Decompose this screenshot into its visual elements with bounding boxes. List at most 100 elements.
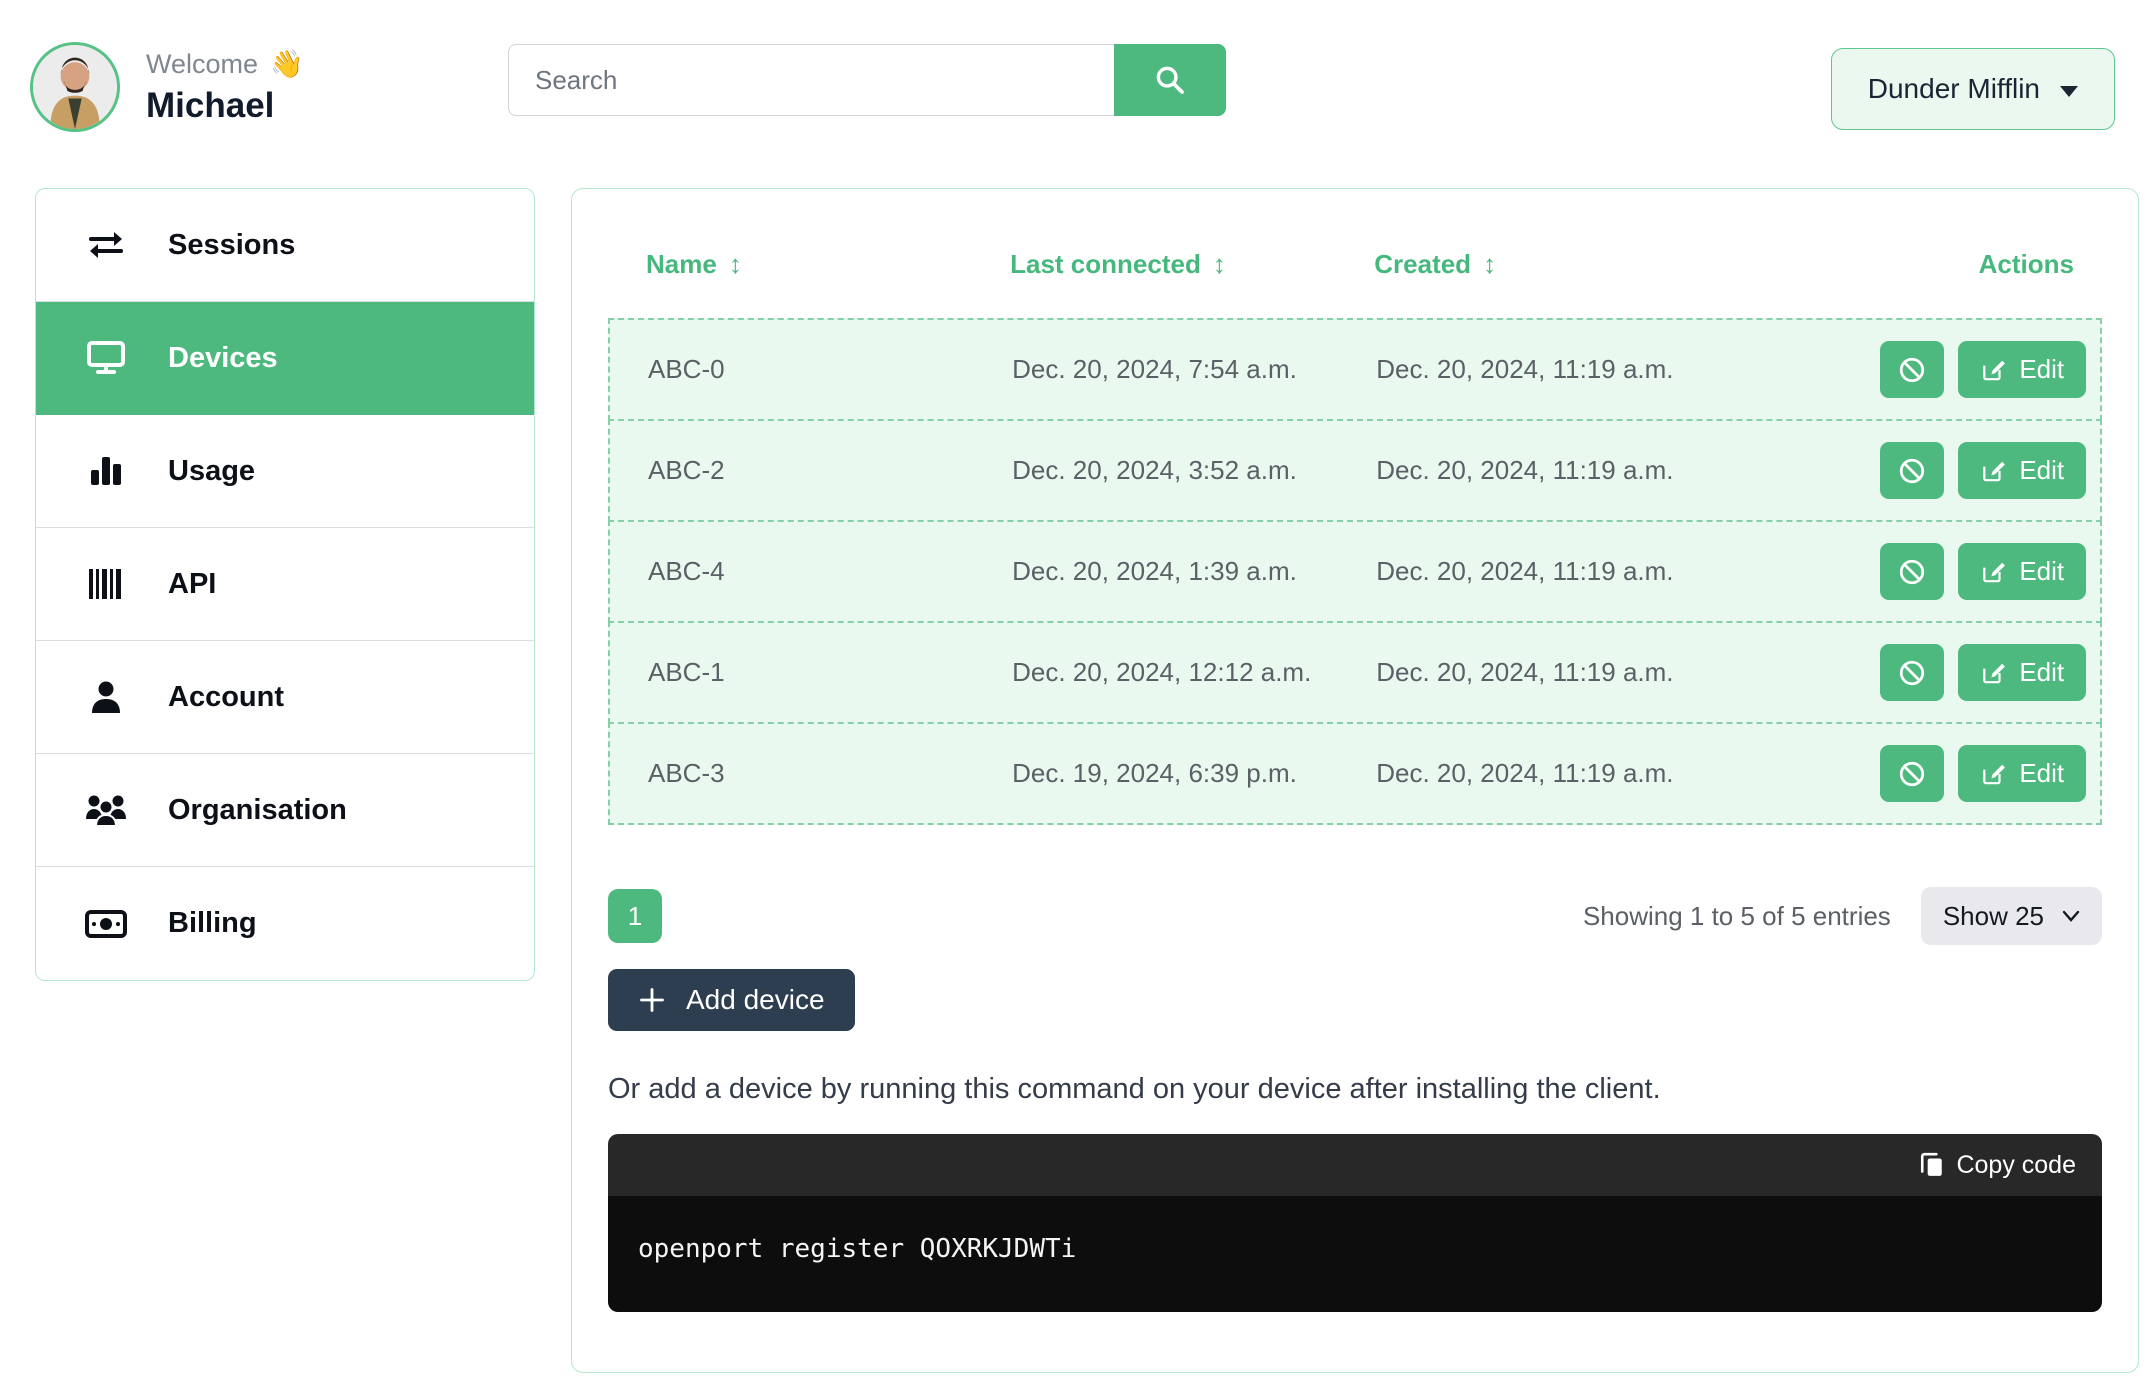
- user-block: Welcome 👋 Michael: [30, 42, 508, 132]
- cell-created: Dec. 20, 2024, 11:19 a.m.: [1376, 657, 1674, 687]
- avatar-image: [33, 45, 117, 129]
- sidebar-item-label: Billing: [168, 907, 257, 939]
- disable-device-button[interactable]: [1880, 543, 1945, 600]
- copy-code-label: Copy code: [1956, 1150, 2076, 1179]
- add-device-button[interactable]: Add device: [608, 969, 855, 1031]
- cell-actions: Edit: [1880, 341, 2087, 398]
- cell-created: Dec. 20, 2024, 11:19 a.m.: [1376, 354, 1674, 384]
- add-device-label: Add device: [686, 984, 825, 1015]
- welcome-text: Welcome: [146, 48, 259, 79]
- search-button[interactable]: [1114, 44, 1226, 116]
- table-row: ABC-2 Dec. 20, 2024, 3:52 a.m. Dec. 20, …: [608, 419, 2102, 522]
- edit-button-label: Edit: [2019, 354, 2065, 384]
- edit-pencil-icon: [1983, 663, 2006, 683]
- edit-pencil-icon: [1983, 562, 2006, 582]
- sidebar-item-account[interactable]: Account: [36, 641, 534, 754]
- bar-chart-icon: [82, 454, 130, 488]
- sidebar-item-sessions[interactable]: Sessions: [36, 189, 534, 302]
- search-input[interactable]: [508, 44, 1114, 116]
- ban-icon: [1900, 660, 1925, 685]
- greeting-block: Welcome 👋 Michael: [146, 48, 304, 126]
- table-row: ABC-4 Dec. 20, 2024, 1:39 a.m. Dec. 20, …: [608, 520, 2102, 623]
- search-area: [508, 44, 1226, 116]
- edit-pencil-icon: [1983, 360, 2006, 380]
- edit-pencil-icon: [1983, 461, 2006, 481]
- page-1-button[interactable]: 1: [608, 889, 662, 943]
- sort-icon: ↕: [1212, 249, 1226, 279]
- ban-icon: [1900, 761, 1925, 786]
- plus-icon: [640, 988, 664, 1012]
- search-icon: [1156, 66, 1184, 94]
- cell-last-connected: Dec. 20, 2024, 7:54 a.m.: [1012, 354, 1297, 384]
- barcode-icon: [82, 567, 130, 601]
- column-header-created[interactable]: Created ↕: [1374, 249, 1878, 280]
- edit-device-button[interactable]: Edit: [1958, 644, 2087, 701]
- cell-actions: Edit: [1880, 644, 2087, 701]
- code-block: Copy code openport register QOXRKJDWTi: [608, 1134, 2102, 1312]
- column-header-name[interactable]: Name ↕: [646, 249, 1010, 280]
- cell-last-connected: Dec. 20, 2024, 3:52 a.m.: [1012, 455, 1297, 485]
- sidebar-item-organisation[interactable]: Organisation: [36, 754, 534, 867]
- page-size-select[interactable]: Show 25: [1920, 887, 2102, 945]
- disable-device-button[interactable]: [1880, 442, 1945, 499]
- edit-button-label: Edit: [2019, 556, 2065, 586]
- cell-name: ABC-2: [648, 455, 725, 485]
- username: Michael: [146, 86, 275, 125]
- cell-name: ABC-1: [648, 657, 725, 687]
- sidebar-item-usage[interactable]: Usage: [36, 415, 534, 528]
- table-row: ABC-0 Dec. 20, 2024, 7:54 a.m. Dec. 20, …: [608, 318, 2102, 421]
- devices-panel: Name ↕ Last connected ↕ Created ↕ Action…: [571, 188, 2139, 1373]
- person-icon: [82, 680, 130, 714]
- cell-name: ABC-3: [648, 758, 725, 788]
- copy-code-button[interactable]: Copy code: [1920, 1151, 2076, 1180]
- edit-device-button[interactable]: Edit: [1958, 543, 2087, 600]
- copy-icon: [1921, 1152, 1943, 1176]
- entries-summary: Showing 1 to 5 of 5 entries: [1582, 900, 1891, 931]
- column-header-actions: Actions: [1878, 249, 2074, 280]
- column-label: Actions: [1978, 249, 2074, 279]
- edit-button-label: Edit: [2019, 657, 2065, 687]
- cell-last-connected: Dec. 20, 2024, 12:12 a.m.: [1012, 657, 1312, 687]
- organisation-dropdown-button[interactable]: Dunder Mifflin: [1830, 48, 2115, 130]
- column-header-last-connected[interactable]: Last connected ↕: [1010, 249, 1374, 280]
- organisation-name: Dunder Mifflin: [1867, 73, 2040, 104]
- disable-device-button[interactable]: [1880, 341, 1945, 398]
- people-icon: [82, 793, 130, 827]
- sidebar-item-label: Devices: [168, 341, 278, 374]
- money-bill-icon: [82, 909, 130, 938]
- cell-name: ABC-0: [648, 354, 725, 384]
- wave-emoji: 👋: [270, 49, 304, 79]
- column-label: Created: [1374, 249, 1472, 279]
- sidebar-item-label: Account: [168, 680, 284, 713]
- table-header: Name ↕ Last connected ↕ Created ↕ Action…: [608, 225, 2102, 320]
- table-row: ABC-3 Dec. 19, 2024, 6:39 p.m. Dec. 20, …: [608, 722, 2102, 825]
- sort-icon: ↕: [1483, 249, 1497, 279]
- disable-device-button[interactable]: [1880, 644, 1945, 701]
- chevron-down-icon: [2062, 910, 2080, 922]
- sidebar-item-billing[interactable]: Billing: [36, 867, 534, 980]
- add-device-instruction: Or add a device by running this command …: [608, 1073, 1661, 1105]
- cell-last-connected: Dec. 19, 2024, 6:39 p.m.: [1012, 758, 1297, 788]
- table-row: ABC-1 Dec. 20, 2024, 12:12 a.m. Dec. 20,…: [608, 621, 2102, 724]
- ban-icon: [1900, 357, 1925, 382]
- edit-device-button[interactable]: Edit: [1958, 341, 2087, 398]
- cell-actions: Edit: [1880, 543, 2087, 600]
- caret-down-icon: [2060, 85, 2078, 97]
- monitor-icon: [82, 340, 130, 376]
- edit-button-label: Edit: [2019, 758, 2065, 788]
- pagination-row: 1 Showing 1 to 5 of 5 entries Show 25: [608, 887, 2102, 945]
- sidebar-item-api[interactable]: API: [36, 528, 534, 641]
- avatar: [30, 42, 120, 132]
- register-command: openport register QOXRKJDWTi: [608, 1196, 2102, 1312]
- sessions-arrows-icon: [82, 230, 130, 260]
- sort-icon: ↕: [728, 249, 742, 279]
- sidebar-item-label: Organisation: [168, 793, 347, 826]
- ban-icon: [1900, 458, 1925, 483]
- edit-device-button[interactable]: Edit: [1958, 745, 2087, 802]
- edit-device-button[interactable]: Edit: [1958, 442, 2087, 499]
- edit-pencil-icon: [1983, 764, 2006, 784]
- disable-device-button[interactable]: [1880, 745, 1945, 802]
- topbar: Welcome 👋 Michael Dunder Mifflin: [0, 0, 2147, 132]
- code-block-header: Copy code: [608, 1134, 2102, 1196]
- sidebar-item-devices[interactable]: Devices: [36, 302, 534, 415]
